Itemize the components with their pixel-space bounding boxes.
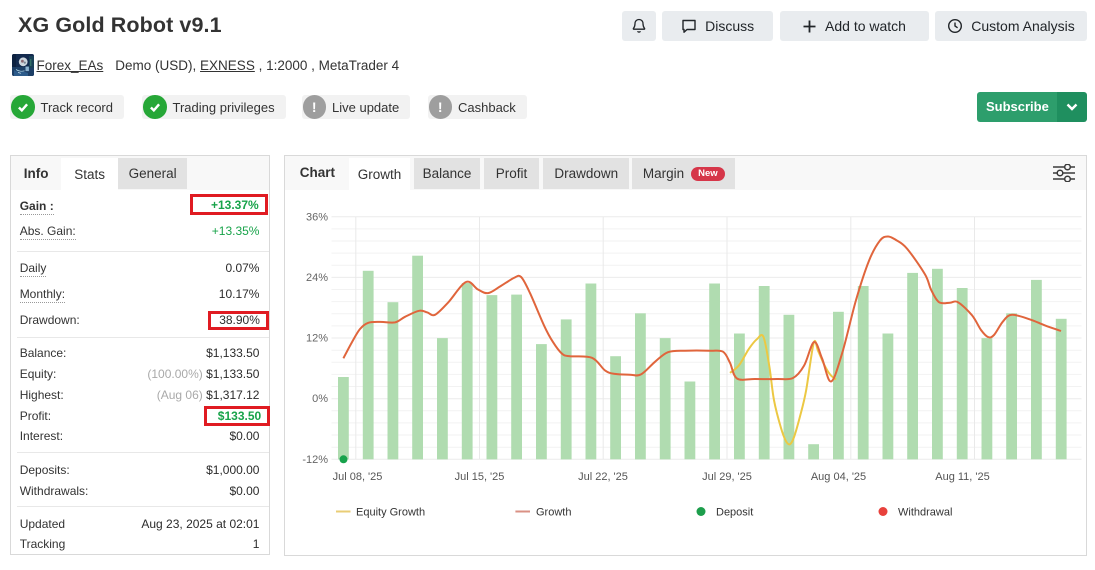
svg-text:12%: 12% xyxy=(306,333,328,345)
svg-text:Withdrawal: Withdrawal xyxy=(898,507,952,519)
svg-text:Aug 04, '25: Aug 04, '25 xyxy=(811,471,866,483)
svg-text:-12%: -12% xyxy=(302,454,328,466)
svg-text:Jul 22, '25: Jul 22, '25 xyxy=(578,471,628,483)
svg-text:0%: 0% xyxy=(312,393,328,405)
svg-text:Growth: Growth xyxy=(536,507,571,519)
svg-text:Jul 15, '25: Jul 15, '25 xyxy=(455,471,505,483)
svg-text:Deposit: Deposit xyxy=(716,507,753,519)
svg-text:Equity Growth: Equity Growth xyxy=(356,507,425,519)
svg-text:Jul 08, '25: Jul 08, '25 xyxy=(333,471,383,483)
svg-text:24%: 24% xyxy=(306,272,328,284)
svg-text:Aug 11, '25: Aug 11, '25 xyxy=(935,471,990,483)
svg-text:Jul 29, '25: Jul 29, '25 xyxy=(702,471,752,483)
svg-text:36%: 36% xyxy=(306,211,328,223)
